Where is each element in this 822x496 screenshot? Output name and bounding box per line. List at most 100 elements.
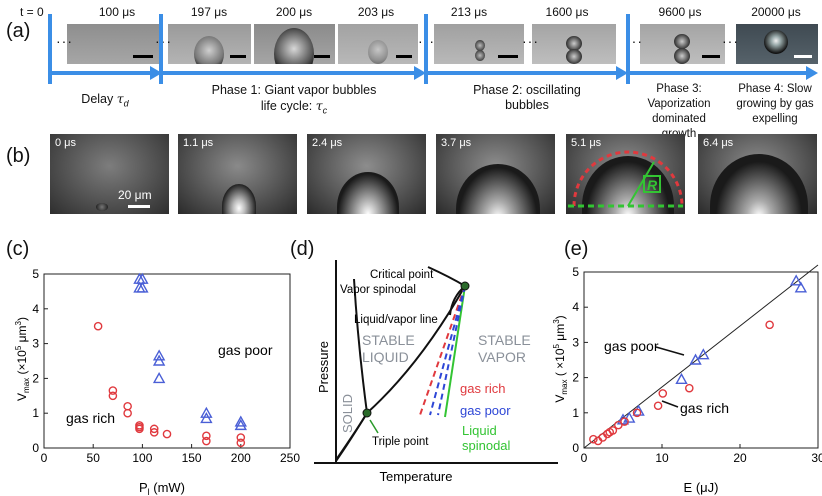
- panel-e-label: (e): [564, 238, 589, 260]
- region-vapor: STABLE VAPOR: [478, 332, 531, 365]
- y-tick-label: 1: [32, 406, 39, 420]
- scale-bar: [133, 55, 153, 58]
- frame-197us: [168, 24, 251, 64]
- radius-label: R: [647, 177, 658, 193]
- data-point-gas-rich: [653, 401, 663, 411]
- radius-overlay: R: [568, 150, 684, 208]
- time-label: 2.4 μs: [312, 137, 343, 149]
- bubble: [475, 40, 485, 51]
- panel-c-label: (c): [6, 238, 30, 260]
- data-point-gas-rich: [765, 320, 774, 330]
- data-point-gas-poor: [794, 281, 808, 293]
- region-liquid: STABLE LIQUID: [362, 332, 415, 365]
- x-tick-label: 200: [231, 451, 251, 465]
- panel-d-label: (d): [290, 238, 315, 260]
- arrow-head: [616, 66, 628, 80]
- scale-bar: [230, 55, 246, 58]
- nucleus: [96, 203, 108, 211]
- critical-point: [460, 281, 470, 291]
- frame-100us: [67, 24, 162, 64]
- data-point-gas-poor: [789, 274, 803, 286]
- triple-arrow: [369, 419, 379, 434]
- data-point-gas-poor: [152, 354, 166, 366]
- phase1-label: Phase 1: Giant vapor bubbles life cycle:…: [211, 83, 377, 116]
- annotation-gas-poor: gas poor: [604, 338, 659, 354]
- data-point-gas-rich: [93, 321, 103, 331]
- frame-b-4: 5.1 μs R: [566, 134, 685, 214]
- y-tick-label: 1: [572, 406, 579, 420]
- liquid-vapor-line: [366, 285, 466, 414]
- data-point-gas-poor: [200, 406, 213, 418]
- arrow-head: [414, 66, 426, 80]
- time-label: 5.1 μs: [571, 137, 602, 149]
- data-point-gas-rich: [614, 420, 623, 430]
- y-axis-label: Vmax (×105 μm3): [14, 317, 31, 401]
- ellipsis: ···: [522, 33, 539, 49]
- bubble: [274, 28, 314, 64]
- frame-20000us: [736, 24, 818, 64]
- frame-b-3: 3.7 μs: [436, 134, 555, 214]
- data-point-gas-rich: [658, 389, 668, 398]
- data-point-gas-poor: [689, 353, 702, 365]
- time-label: 3.7 μs: [441, 137, 472, 149]
- fit-line: [583, 264, 819, 449]
- bubble: [456, 164, 540, 214]
- frame-b-5: 6.4 μs: [698, 134, 817, 214]
- x-axis-label: Temperature: [380, 469, 453, 484]
- y-tick-label: 5: [572, 265, 579, 279]
- label-critical: Critical point: [370, 269, 434, 281]
- data-point-gas-rich: [135, 424, 144, 434]
- scale-bar: [396, 55, 412, 58]
- label-triple: Triple point: [372, 436, 429, 448]
- data-point-gas-rich: [202, 436, 211, 446]
- x-tick-label: 100: [132, 451, 152, 465]
- scale-label: 20 μm: [118, 188, 152, 202]
- arrow-head: [150, 66, 162, 80]
- y-tick-label: 3: [32, 337, 39, 351]
- time-label: 1.1 μs: [183, 137, 214, 149]
- scale-bar: [794, 55, 812, 58]
- data-point-gas-rich: [632, 408, 642, 418]
- data-point-gas-rich: [108, 386, 118, 395]
- scale-bar: [498, 55, 518, 58]
- time-label: 20000 μs: [751, 5, 801, 19]
- data-point-gas-rich: [620, 417, 629, 426]
- fit-circle: [572, 150, 684, 207]
- data-point-gas-rich: [236, 438, 246, 448]
- phase-arrows: [48, 14, 818, 84]
- phase2-label: Phase 2: oscillating bubbles: [473, 83, 581, 112]
- frame-9600us: [640, 24, 725, 64]
- data-point-gas-rich: [108, 391, 118, 401]
- y-tick-label: 2: [32, 371, 39, 385]
- annotation-arrow: [655, 346, 685, 356]
- y-tick-label: 2: [572, 371, 579, 385]
- data-point-gas-rich: [123, 401, 132, 411]
- x-tick-label: 150: [182, 451, 202, 465]
- sublimation-line: [335, 412, 368, 462]
- frame-200us: [254, 24, 335, 64]
- x-tick-label: 50: [87, 451, 101, 465]
- y-axis-label: Vmax ( ×105 μm3): [552, 315, 569, 402]
- data-point-gas-poor: [697, 348, 710, 360]
- label-liquid-spinodal: Liquid spinodal: [462, 423, 511, 453]
- bubble: [194, 36, 224, 64]
- data-point-gas-poor: [675, 372, 688, 385]
- x-tick-label: 250: [280, 451, 300, 465]
- liquid-spinodal: [444, 285, 466, 418]
- label-vapor-spinodal: Vapor spinodal: [340, 284, 416, 296]
- y-tick-label: 3: [572, 335, 579, 349]
- bubble: [764, 30, 788, 54]
- y-axis-label: Pressure: [316, 341, 331, 393]
- data-point-gas-rich: [202, 431, 211, 441]
- gas-poor-line: [429, 285, 466, 416]
- phase4-label: Phase 4: Slow growing by gas expelling: [736, 83, 814, 125]
- x-axis-label: E (μJ): [684, 480, 719, 495]
- data-point-gas-rich: [149, 424, 159, 434]
- arrow-head: [806, 66, 818, 80]
- frame-b-1: 1.1 μs: [178, 134, 297, 214]
- plot-frame: [43, 273, 291, 449]
- time-label: 197 μs: [190, 5, 228, 19]
- t0-label: t = 0: [20, 5, 44, 19]
- y-tick-label: 5: [32, 267, 39, 281]
- label-gas-rich: gas rich: [460, 381, 506, 396]
